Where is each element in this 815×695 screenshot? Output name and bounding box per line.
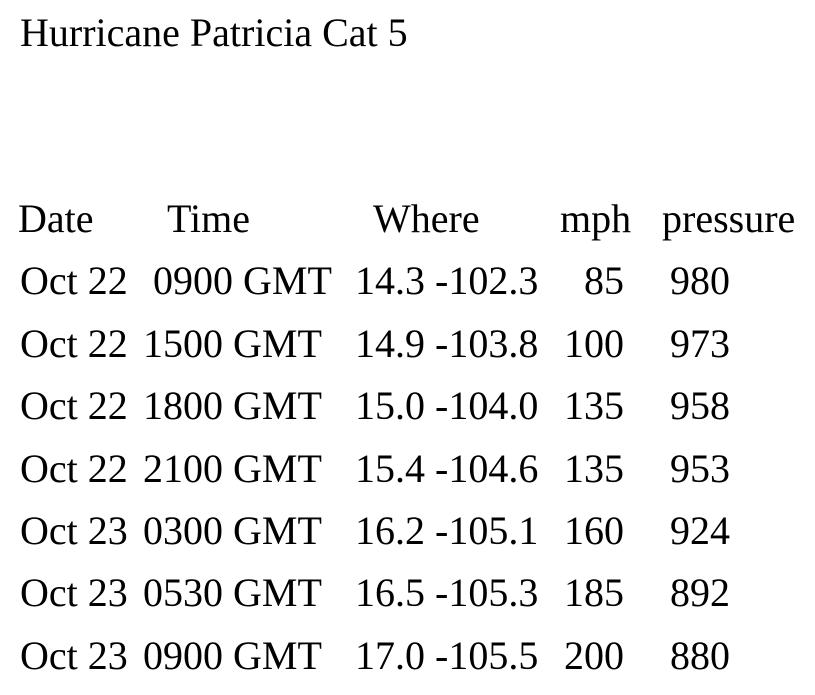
cell-where: 17.0 -105.5 — [355, 632, 539, 678]
table-header-row: Date Time Where mph pressure — [0, 188, 815, 250]
cell-date: Oct 23 — [20, 570, 128, 616]
cell-time: 2100 GMT — [143, 445, 322, 491]
cell-pressure: 880 — [670, 632, 730, 678]
cell-date: Oct 22 — [20, 445, 128, 491]
cell-date: Oct 22 — [20, 383, 128, 429]
cell-where: 15.0 -104.0 — [355, 383, 539, 429]
cell-mph: 135 — [564, 445, 624, 491]
cell-time: 0900 GMT — [143, 258, 332, 304]
cell-date: Oct 22 — [20, 258, 128, 304]
cell-time: 1800 GMT — [143, 383, 322, 429]
table-row: Oct 22 1800 GMT 15.0 -104.0 135 958 — [0, 375, 815, 437]
cell-where: 16.2 -105.1 — [355, 507, 539, 553]
cell-where: 16.5 -105.3 — [355, 570, 539, 616]
table-row: Oct 22 0900 GMT 14.3 -102.3 85 980 — [0, 250, 815, 312]
cell-date: Oct 23 — [20, 507, 128, 553]
cell-pressure: 892 — [670, 570, 730, 616]
column-header-where: Where — [373, 196, 480, 241]
table-row: Oct 23 0900 GMT 17.0 -105.5 200 880 — [0, 625, 815, 687]
cell-mph: 185 — [564, 570, 624, 616]
cell-pressure: 973 — [670, 320, 730, 366]
page-title: Hurricane Patricia Cat 5 — [20, 10, 408, 55]
cell-mph: 135 — [564, 383, 624, 429]
cell-time: 1500 GMT — [143, 320, 322, 366]
hurricane-data-table: Date Time Where mph pressure Oct 22 0900… — [0, 188, 815, 687]
cell-pressure: 924 — [670, 507, 730, 553]
cell-pressure: 953 — [670, 445, 730, 491]
column-header-date: Date — [18, 196, 94, 241]
cell-where: 15.4 -104.6 — [355, 445, 539, 491]
cell-time: 0900 GMT — [143, 632, 322, 678]
cell-pressure: 958 — [670, 383, 730, 429]
cell-mph: 85 — [584, 258, 624, 304]
cell-pressure: 980 — [670, 258, 730, 304]
cell-date: Oct 22 — [20, 320, 128, 366]
cell-where: 14.3 -102.3 — [355, 258, 539, 304]
table-row: Oct 23 0530 GMT 16.5 -105.3 185 892 — [0, 562, 815, 624]
table-row: Oct 23 0300 GMT 16.2 -105.1 160 924 — [0, 500, 815, 562]
cell-mph: 100 — [564, 320, 624, 366]
cell-date: Oct 23 — [20, 632, 128, 678]
table-row: Oct 22 1500 GMT 14.9 -103.8 100 973 — [0, 313, 815, 375]
column-header-pressure: pressure — [662, 196, 796, 241]
cell-mph: 160 — [564, 507, 624, 553]
cell-time: 0300 GMT — [143, 507, 322, 553]
cell-mph: 200 — [564, 632, 624, 678]
cell-time: 0530 GMT — [143, 570, 322, 616]
column-header-mph: mph — [560, 196, 632, 241]
cell-where: 14.9 -103.8 — [355, 320, 539, 366]
table-row: Oct 22 2100 GMT 15.4 -104.6 135 953 — [0, 438, 815, 500]
column-header-time: Time — [167, 196, 251, 241]
